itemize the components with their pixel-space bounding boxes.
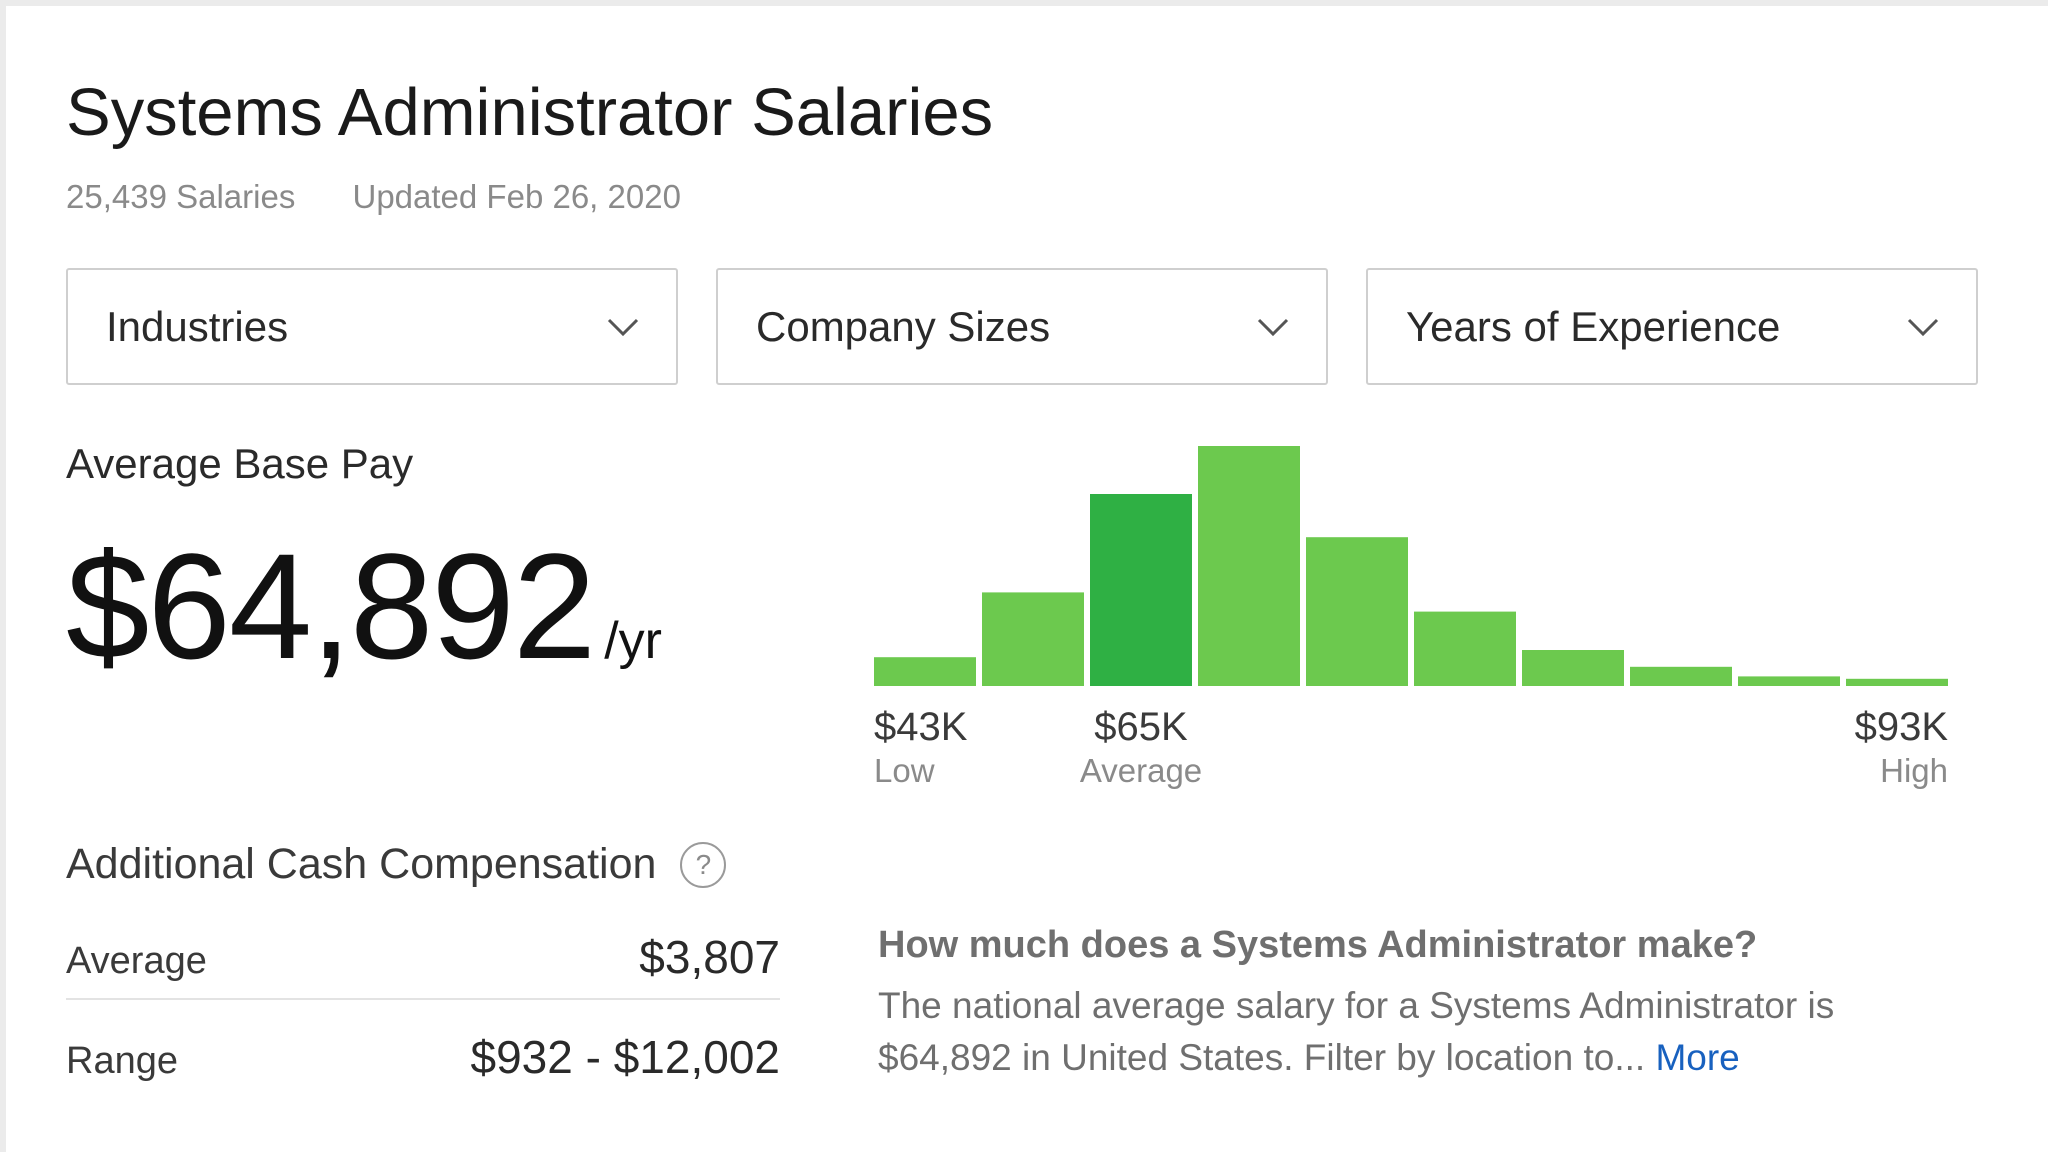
average-base-pay: $64,892/yr [66,520,662,693]
tick-label-caption: Average [1080,752,1202,789]
tick-label-caption: Low [874,752,935,789]
tick-label-value: $65K [1094,705,1188,749]
histogram-bar [1306,537,1408,686]
chevron-down-icon [1257,318,1289,336]
tick-label-caption: High [1880,752,1948,789]
question-icon[interactable]: ? [680,841,727,888]
histogram-bar [982,592,1084,686]
divider [66,998,780,1000]
industries-dropdown[interactable]: Industries [66,268,678,385]
additional-comp-average-value: $3,807 [639,931,780,983]
industries-dropdown-label: Industries [106,302,289,350]
faq-answer: The national average salary for a System… [878,980,1978,1084]
chevron-down-icon [1907,318,1939,336]
histogram-bar [1630,666,1732,686]
tick-label-value: $93K [1855,705,1949,749]
histogram-bar [1198,446,1300,686]
average-base-pay-label: Average Base Pay [66,440,414,487]
more-link[interactable]: More [1655,1037,1740,1078]
chevron-down-icon [607,318,639,336]
faq-answer-text: The national average salary for a System… [878,985,1835,1078]
additional-comp-range-label: Range [66,1040,178,1082]
salary-count: 25,439 Salaries [66,178,296,215]
additional-comp-average-label: Average [66,940,207,982]
additional-comp-range-row: Range $932 - $12,002 [66,1030,780,1084]
salary-meta: 25,439 Salaries Updated Feb 26, 2020 [66,178,681,216]
company-sizes-dropdown[interactable]: Company Sizes [716,268,1328,385]
histogram-bar [1414,611,1516,686]
histogram-bar [1846,678,1948,686]
histogram-bar [1090,494,1192,686]
average-base-pay-unit: /yr [604,612,662,670]
histogram-bar [874,657,976,686]
additional-comp-range-value: $932 - $12,002 [470,1031,781,1083]
additional-cash-compensation: Additional Cash Compensation ? [66,840,727,889]
years-of-experience-dropdown-label: Years of Experience [1406,302,1781,350]
faq-question: How much does a Systems Administrator ma… [878,924,1758,966]
company-sizes-dropdown-label: Company Sizes [756,302,1051,350]
years-of-experience-dropdown[interactable]: Years of Experience [1366,268,1978,385]
average-base-pay-amount: $64,892 [66,522,596,690]
tick-label-value: $43K [874,705,968,749]
page-title: Systems Administrator Salaries [66,75,994,150]
histogram-bar [1738,676,1840,686]
histogram-bar [1522,650,1624,686]
additional-comp-average-row: Average $3,807 [66,930,780,984]
updated-date: Updated Feb 26, 2020 [352,178,681,215]
additional-cash-compensation-title: Additional Cash Compensation [66,840,657,888]
